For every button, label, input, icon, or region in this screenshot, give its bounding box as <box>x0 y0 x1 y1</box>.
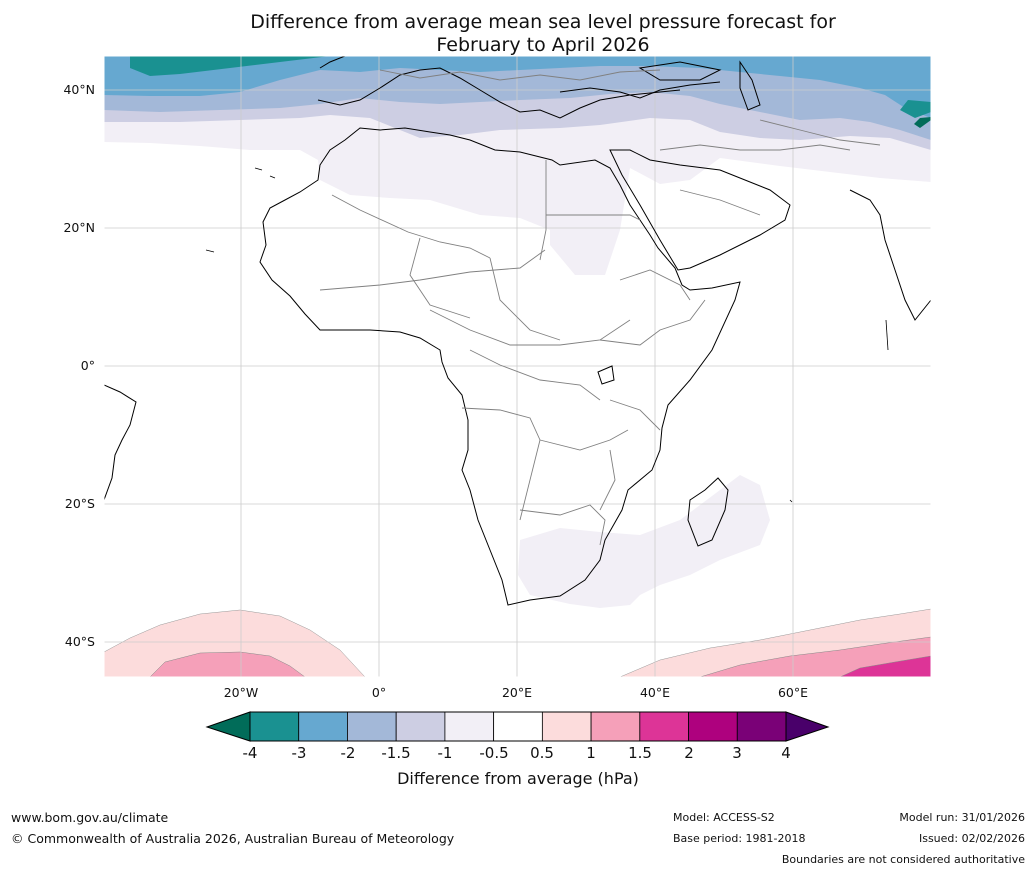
graticule <box>104 56 931 677</box>
border-libya-egypt <box>539 160 547 261</box>
colorbar-tick: -0.5 <box>479 744 509 762</box>
colorbar-segment <box>493 711 543 742</box>
lon-label-20w: 20°W <box>223 685 259 700</box>
colorbar-tick: 1.5 <box>628 744 652 762</box>
country-borders <box>319 69 881 546</box>
map-title-line1: Difference from average mean sea level p… <box>250 11 836 33</box>
anomaly-band-minus-1.5 <box>104 56 931 140</box>
colorbar-tick: 1 <box>586 744 596 762</box>
colorbar-tick: -1 <box>437 744 453 762</box>
black-sea <box>638 61 722 81</box>
anomaly-band-minus-3-east <box>900 100 931 118</box>
anomaly-band-minus-4-east <box>914 117 931 128</box>
border-zambia <box>539 429 629 451</box>
coastlines <box>104 56 931 606</box>
anomaly-band-minus-2 <box>104 56 931 118</box>
colorbar-segment <box>688 711 738 742</box>
africa-coastline <box>259 127 741 606</box>
colorbar-tick: 4 <box>781 744 791 762</box>
colorbar-under-triangle <box>205 711 251 742</box>
lat-label-40n: 40°N <box>63 82 95 97</box>
lat-label-20s: 20°S <box>64 496 95 511</box>
border-europe <box>379 69 661 81</box>
border-tanzania <box>609 399 661 431</box>
border-chad-sudan <box>489 257 561 341</box>
colorbar-tick: -3 <box>291 744 307 762</box>
turkey-coastline <box>559 81 721 99</box>
colorbar-segment <box>347 711 397 742</box>
anomaly-band-plus-1.5-east <box>839 655 931 677</box>
islands <box>205 167 889 503</box>
colorbar-segment <box>395 711 446 742</box>
europe-coastline <box>317 56 681 119</box>
footer-copyright: © Commonwealth of Australia 2026, Austra… <box>11 831 455 846</box>
lon-label-20e: 20°E <box>501 685 533 700</box>
colorbar-tick: -4 <box>242 744 258 762</box>
caspian-sea <box>739 60 761 111</box>
border-sahel <box>319 249 546 291</box>
colorbar-segment <box>639 711 689 742</box>
colorbar-over-triangle <box>785 711 830 742</box>
footer-url[interactable]: www.bom.gov.au/climate <box>11 810 169 825</box>
lon-label-40e: 40°E <box>639 685 671 700</box>
arabia-coastline <box>609 149 791 271</box>
brazil-coastline <box>104 384 137 501</box>
footer-model-run: Model run: 31/01/2026 <box>899 811 1025 824</box>
border-maghreb <box>331 194 491 259</box>
border-saudi <box>679 189 761 216</box>
colorbar <box>205 711 830 742</box>
colorbar-segment <box>541 711 592 742</box>
colorbar-tick: 0.5 <box>530 744 554 762</box>
lat-label-equator: 0° <box>80 358 95 373</box>
colorbar-segment <box>444 711 495 742</box>
colorbar-frame <box>249 711 787 742</box>
colorbar-segment <box>298 711 348 742</box>
footer-disclaimer: Boundaries are not considered authoritat… <box>781 853 1025 866</box>
border-congo <box>469 349 601 401</box>
map-title-line2: February to April 2026 <box>436 34 650 56</box>
colorbar-tick: 3 <box>732 744 742 762</box>
footer-issued: Issued: 02/02/2026 <box>918 832 1025 845</box>
india-coastline <box>849 189 931 321</box>
border-niger-chad <box>409 237 471 319</box>
colorbar-segments <box>249 711 787 742</box>
lon-label-0: 0° <box>371 685 387 700</box>
lat-label-40s: 40°S <box>64 634 95 649</box>
border-iran <box>759 119 881 146</box>
footer-model: Model: ACCESS-S2 <box>673 811 775 824</box>
colorbar-tick: -1.5 <box>381 744 411 762</box>
anomaly-band-plus-0.5-west <box>104 609 366 677</box>
footer-base-period: Base period: 1981-2018 <box>673 832 806 845</box>
colorbar-tick: 2 <box>684 744 694 762</box>
colorbar-label: Difference from average (hPa) <box>397 769 639 788</box>
border-ethiopia <box>619 269 691 301</box>
anomaly-band-plus-1-west <box>149 651 306 677</box>
border-east <box>599 299 706 346</box>
colorbar-segment <box>249 711 300 742</box>
colorbar-segment <box>590 711 641 742</box>
border-central <box>429 309 631 346</box>
border-mozambique <box>599 449 616 511</box>
map-plot-area <box>104 56 931 677</box>
lon-label-60e: 60°E <box>777 685 809 700</box>
border-middle-east <box>659 144 851 151</box>
anomaly-patch-south-africa <box>518 475 770 608</box>
anomaly-band-minus-3 <box>130 56 330 76</box>
border-southern <box>519 504 606 546</box>
colorbar-segment <box>736 711 787 742</box>
border-angola <box>461 407 541 521</box>
madagascar-coastline <box>687 477 729 547</box>
border-sudan-line <box>546 214 641 221</box>
colorbar-tick: -2 <box>340 744 356 762</box>
lake-victoria <box>597 365 615 385</box>
lat-label-20n: 20°N <box>63 220 95 235</box>
